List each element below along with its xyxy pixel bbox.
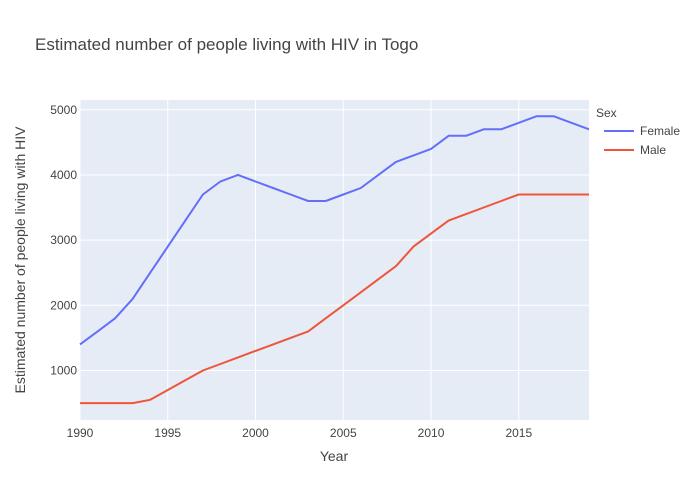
- y-tick-label: 5000: [50, 103, 77, 117]
- chart-title: Estimated number of people living with H…: [35, 35, 418, 54]
- x-tick-label: 1995: [154, 426, 181, 440]
- x-tick-label: 2000: [242, 426, 269, 440]
- y-axis-label: Estimated number of people living with H…: [12, 126, 28, 394]
- x-tick-label: 2015: [505, 426, 532, 440]
- y-tick-label: 1000: [50, 363, 77, 377]
- y-tick-labels: 1000 2000 3000 4000 5000: [50, 103, 77, 378]
- x-tick-labels: 1990 1995 2000 2005 2010 2015: [67, 426, 533, 440]
- x-tick-label: 2010: [418, 426, 445, 440]
- series-lines: [79, 115, 590, 405]
- x-tick-label: 2005: [330, 426, 357, 440]
- series-line-female: [79, 115, 590, 346]
- y-tick-label: 2000: [50, 298, 77, 312]
- legend-label-male[interactable]: Male: [640, 143, 666, 157]
- x-tick-label: 1990: [67, 426, 94, 440]
- grid: [79, 100, 589, 420]
- plot-area: [80, 100, 589, 420]
- legend-label-female[interactable]: Female: [640, 124, 680, 138]
- y-tick-label: 4000: [50, 168, 77, 182]
- series-line-male: [80, 193, 589, 405]
- legend-title: Sex: [596, 106, 617, 120]
- x-axis-label: Year: [320, 448, 349, 464]
- y-tick-label: 3000: [50, 233, 77, 247]
- legend: Sex Female Male: [596, 106, 680, 157]
